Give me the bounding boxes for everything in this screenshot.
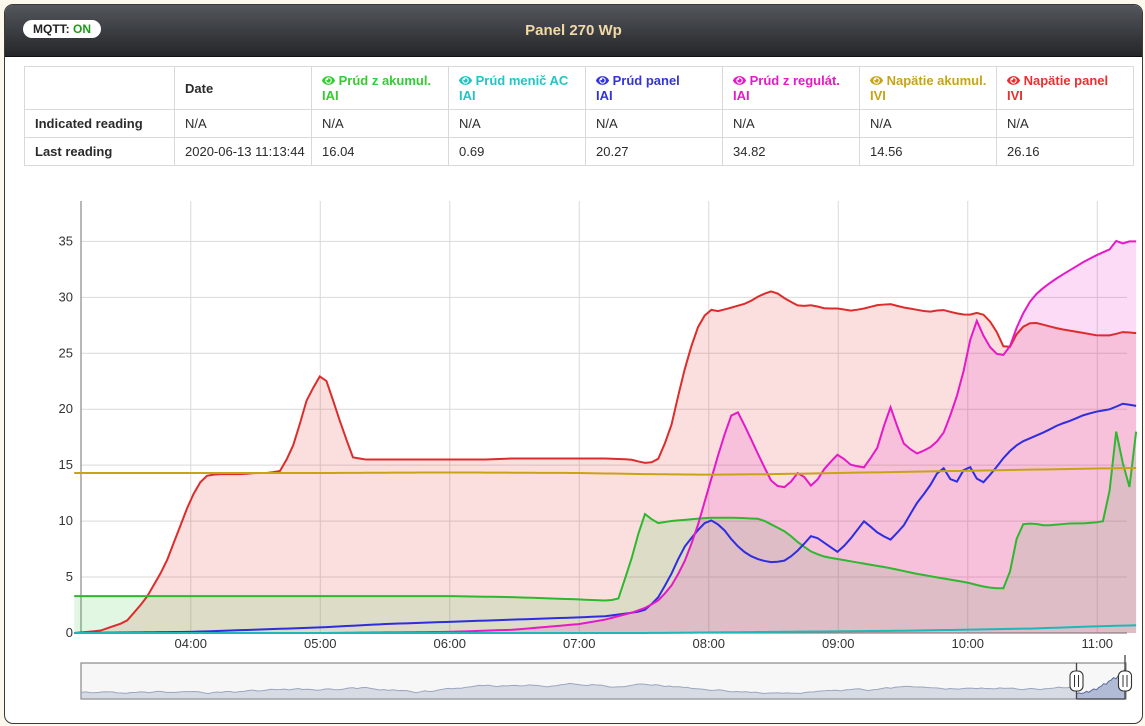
svg-text:04:00: 04:00 <box>174 636 207 651</box>
svg-text:09:00: 09:00 <box>822 636 855 651</box>
svg-text:06:00: 06:00 <box>433 636 466 651</box>
svg-text:05:00: 05:00 <box>304 636 337 651</box>
svg-text:07:00: 07:00 <box>563 636 596 651</box>
svg-text:0: 0 <box>66 625 73 640</box>
svg-text:20: 20 <box>59 401 73 416</box>
svg-text:25: 25 <box>59 345 73 360</box>
svg-text:10: 10 <box>59 513 73 528</box>
svg-text:10:00: 10:00 <box>951 636 984 651</box>
svg-text:11:00: 11:00 <box>1081 636 1113 651</box>
svg-text:5: 5 <box>66 569 73 584</box>
svg-text:08:00: 08:00 <box>692 636 725 651</box>
svg-text:35: 35 <box>59 233 73 248</box>
svg-text:30: 30 <box>59 289 73 304</box>
svg-text:15: 15 <box>59 457 73 472</box>
